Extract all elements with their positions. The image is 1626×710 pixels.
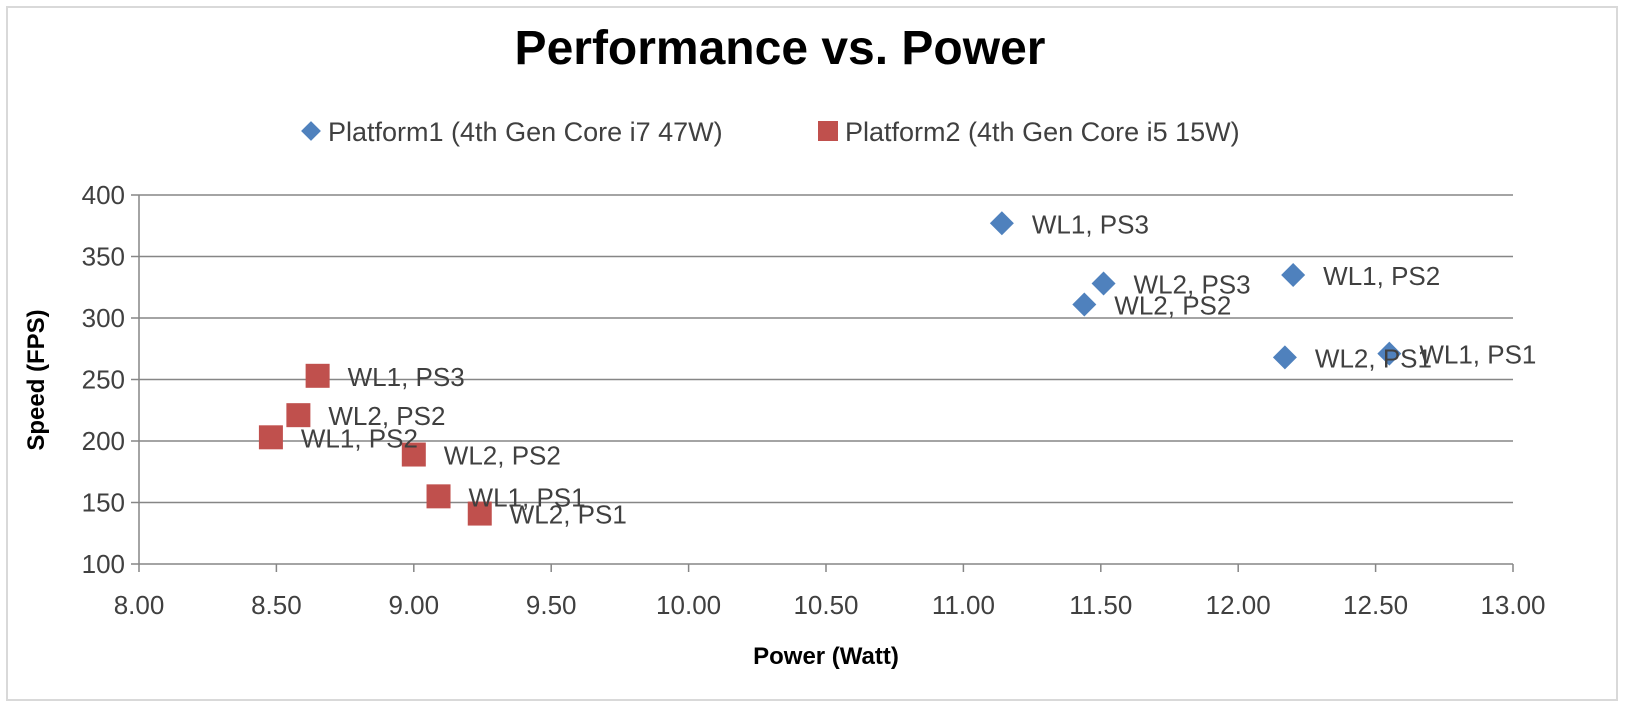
point-platform1: [989, 211, 1014, 236]
point-platform1: [1377, 341, 1402, 366]
y-tick-label: 300: [82, 303, 125, 333]
x-tick-label: 10.00: [656, 590, 721, 620]
axes: [131, 194, 1514, 572]
point-platform1: [1272, 345, 1297, 370]
y-tick-label: 200: [82, 426, 125, 456]
y-tick-label: 400: [82, 180, 125, 210]
data-label-platform2: WL2, PS2: [444, 441, 561, 471]
x-tick-label: 11.50: [1069, 590, 1132, 620]
point-platform2: [258, 425, 283, 450]
x-tick-label: 9.00: [388, 590, 439, 620]
data-label-platform1: WL1, PS1: [1419, 340, 1536, 370]
data-label-platform2: WL2, PS1: [510, 500, 627, 530]
y-tick-label: 250: [82, 365, 125, 395]
point-platform1: [1281, 262, 1306, 287]
data-label-platform1: WL2, PS2: [1114, 290, 1231, 320]
x-tick-label: 11.00: [932, 590, 995, 620]
point-platform1: [1072, 292, 1097, 317]
gridlines: [139, 194, 1513, 504]
x-tick-label: 8.00: [114, 590, 165, 620]
y-tick-labels: 100 150 200 250 300 350 400: [82, 180, 125, 579]
chart-title: Performance vs. Power: [515, 22, 1046, 75]
y-tick-label: 100: [82, 549, 125, 579]
x-tick-label: 8.50: [251, 590, 302, 620]
x-tick-labels: 8.00 8.50 9.00 9.50 10.00 10.50 11.00 11.50 12.0…: [114, 590, 1546, 620]
data-label-platform1: WL2, PS3: [1134, 270, 1251, 300]
point-platform2: [305, 363, 330, 388]
data-label-platform2: WL2, PS2: [328, 401, 445, 431]
x-tick-label: 9.50: [526, 590, 577, 620]
point-platform2: [426, 484, 451, 509]
point-platform2: [286, 403, 311, 428]
data-points: [258, 211, 1402, 526]
legend-label-platform1: Platform1 (4th Gen Core i7 47W): [328, 117, 723, 147]
legend-marker-platform2: [818, 121, 838, 141]
data-label-platform1: WL2, PS1: [1315, 343, 1432, 373]
x-tick-label: 13.00: [1480, 590, 1545, 620]
legend-marker-platform1: [301, 121, 321, 141]
x-axis-title: Power (Watt): [753, 643, 899, 670]
data-label-platform2: WL1, PS3: [348, 362, 465, 392]
data-label-platform1: WL1, PS2: [1323, 261, 1440, 291]
legend-label-platform2: Platform2 (4th Gen Core i5 15W): [845, 117, 1240, 147]
x-tick-label: 12.00: [1206, 590, 1271, 620]
y-axis-title: Speed (FPS): [23, 309, 50, 450]
point-platform2: [401, 442, 426, 467]
x-tick-label: 10.50: [793, 590, 858, 620]
chart-frame: [6, 6, 1618, 701]
y-tick-label: 350: [82, 242, 125, 272]
data-label-platform1: WL1, PS3: [1032, 209, 1149, 239]
data-label-platform2: WL1, PS1: [469, 482, 586, 512]
legend: Platform1 (4th Gen Core i7 47W) Platform…: [301, 117, 1240, 147]
data-label-platform2: WL1, PS2: [301, 423, 418, 453]
point-platform2: [467, 501, 492, 526]
point-platform1: [1091, 271, 1116, 296]
x-tick-label: 12.50: [1343, 590, 1408, 620]
y-tick-label: 150: [82, 488, 125, 518]
